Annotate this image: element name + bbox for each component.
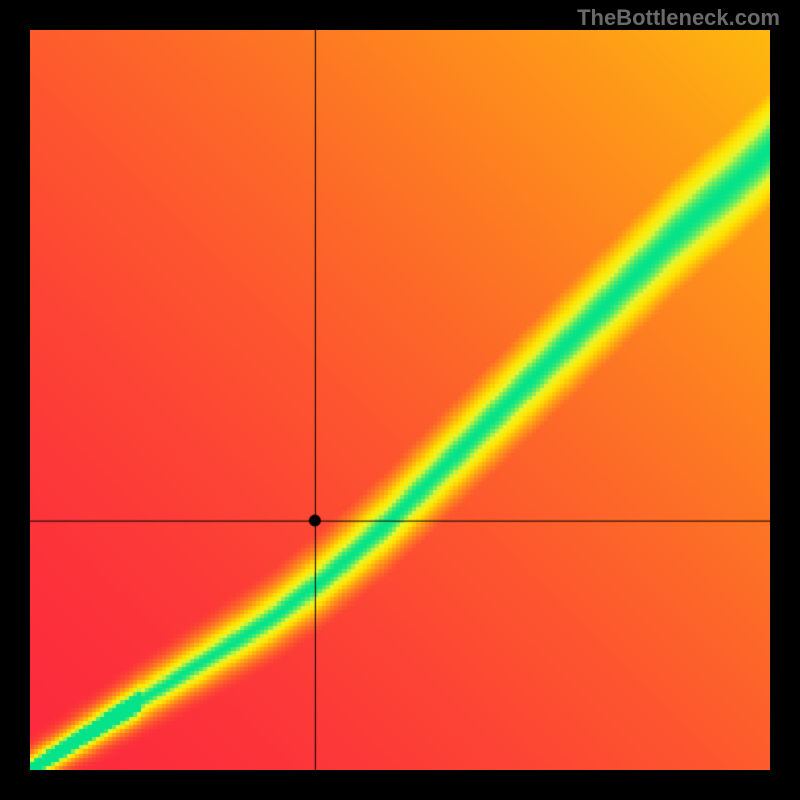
outer-frame: TheBottleneck.com (0, 0, 800, 800)
heatmap-canvas (30, 30, 770, 770)
watermark-text: TheBottleneck.com (577, 5, 780, 31)
heatmap-plot (30, 30, 770, 770)
